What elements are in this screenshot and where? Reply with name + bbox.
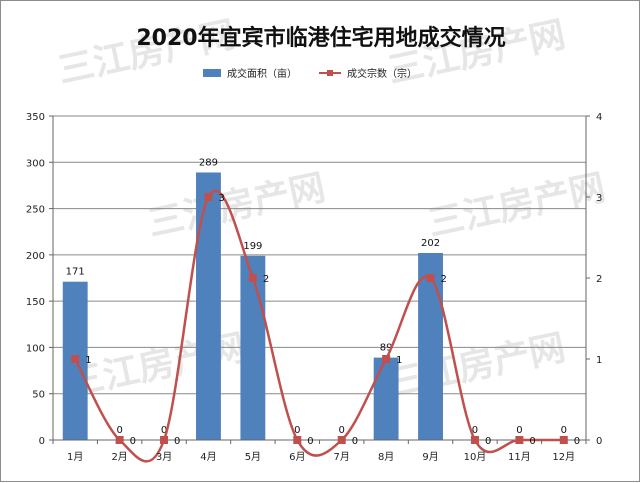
line-value-label: 0 [574, 436, 580, 447]
x-tick-label: 7月 [334, 451, 350, 463]
left-tick-label: 150 [26, 297, 45, 308]
bar-value-label: 89 [380, 343, 393, 354]
x-tick-label: 8月 [378, 451, 394, 463]
bar-value-label: 199 [243, 241, 262, 252]
line-series [71, 189, 568, 463]
bar-value-label: 289 [199, 157, 218, 168]
left-tick-label: 200 [26, 251, 45, 262]
bar-value-label: 0 [116, 425, 122, 436]
line-point [515, 436, 524, 444]
legend-line-marker [327, 70, 333, 76]
line-point [382, 355, 391, 363]
bar-value-label: 0 [472, 425, 478, 436]
right-tick-label: 0 [596, 436, 602, 447]
legend-bar-label: 成交面积（亩） [227, 67, 297, 80]
x-tick-label: 5月 [245, 451, 261, 463]
chart-title: 2020年宜宾市临港住宅用地成交情况 [136, 25, 505, 51]
left-axis-ticks: 0 50 100 150 200 250 300 350 [26, 112, 53, 447]
bar-value-label: 171 [66, 267, 85, 278]
line-point [559, 436, 568, 444]
right-axis-ticks: 0 1 2 3 4 [586, 112, 602, 447]
right-tick-label: 4 [596, 112, 602, 123]
x-tick-label: 3月 [156, 451, 172, 463]
line-point [337, 436, 346, 444]
line-point [160, 436, 169, 444]
bar [373, 357, 399, 440]
right-tick-label: 3 [596, 193, 602, 204]
x-tick-label: 12月 [552, 451, 575, 463]
bar-value-label: 0 [561, 425, 567, 436]
x-tick-label: 4月 [200, 451, 216, 463]
line-value-label: 3 [218, 193, 224, 204]
line-value-label: 2 [441, 274, 447, 285]
line-value-label: 0 [307, 436, 313, 447]
line-value-label: 0 [174, 436, 180, 447]
right-tick-label: 2 [596, 274, 602, 285]
x-tick-label: 6月 [289, 451, 305, 463]
bar [196, 172, 221, 440]
line-point [426, 274, 435, 282]
watermark-text: 三江房产网 [424, 167, 609, 245]
legend: 成交面积（亩） 成交宗数（宗） [203, 67, 417, 80]
bar-labels: 171 0 0 289 199 0 0 89 202 0 0 0 [66, 157, 567, 436]
bar-value-label: 0 [339, 425, 345, 436]
left-tick-label: 300 [26, 158, 45, 169]
line-value-label: 0 [485, 436, 491, 447]
bar [418, 253, 443, 440]
x-tick-label: 10月 [464, 451, 487, 463]
line-value-label: 1 [85, 355, 91, 366]
watermark-text: 三江房产网 [384, 327, 569, 405]
watermark-text: 三江房产网 [144, 167, 329, 245]
line-value-label: 0 [130, 436, 136, 447]
left-tick-label: 0 [39, 436, 45, 447]
legend-line-label: 成交宗数（宗） [347, 67, 417, 80]
bars [62, 172, 443, 440]
left-tick-label: 50 [32, 390, 45, 401]
line-value-label: 1 [396, 355, 402, 366]
x-tick-label: 11月 [508, 451, 531, 463]
line-point [71, 355, 80, 363]
bar-value-label: 0 [294, 425, 300, 436]
x-tick-label: 9月 [422, 451, 438, 463]
left-tick-label: 100 [26, 343, 45, 354]
right-tick-label: 1 [596, 355, 602, 366]
left-tick-label: 250 [26, 205, 45, 216]
bar-value-label: 0 [516, 425, 522, 436]
line-point [204, 193, 213, 201]
x-tick-label: 2月 [111, 451, 127, 463]
line-value-label: 0 [352, 436, 358, 447]
line-point [115, 436, 124, 444]
grid [53, 115, 586, 395]
bar-value-label: 0 [161, 425, 167, 436]
x-tick-label: 1月 [67, 451, 83, 463]
x-axis-ticks: 1月 2月 3月 4月 5月 6月 7月 8月 9月 10月 11月 12月 [52, 440, 587, 463]
bar-value-label: 202 [421, 238, 440, 249]
line-point [470, 436, 479, 444]
line-point [293, 436, 302, 444]
line-value-label: 0 [529, 436, 535, 447]
left-tick-label: 350 [26, 112, 45, 123]
line-point [248, 274, 257, 282]
legend-bar-swatch [203, 69, 221, 77]
line-value-label: 2 [263, 274, 269, 285]
bar [240, 255, 266, 440]
